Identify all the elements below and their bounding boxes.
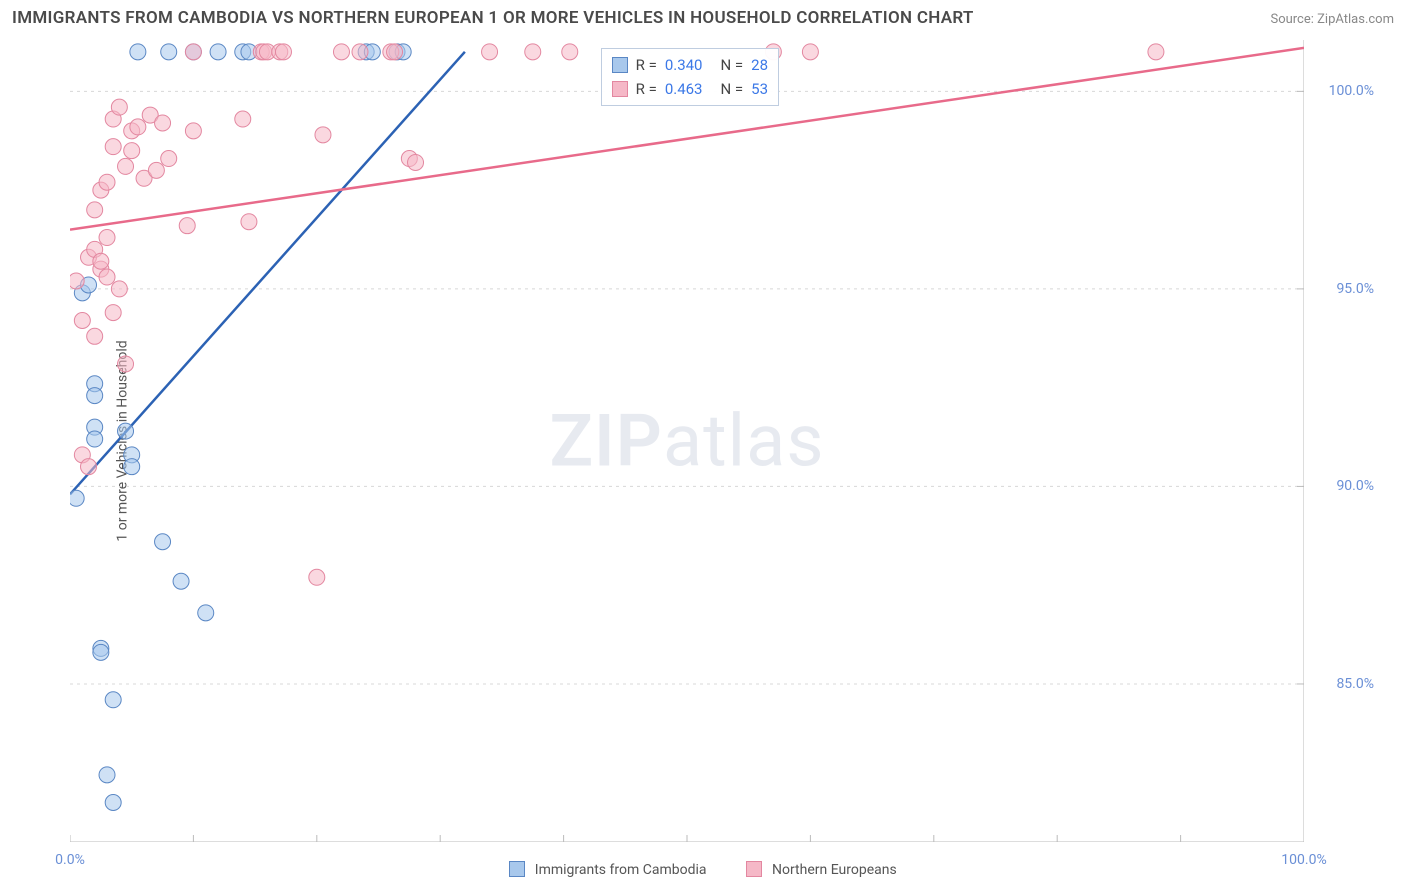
chart-area: 1 or more Vehicles in Household ZIPatlas…	[40, 40, 1394, 842]
correlation-legend-row: R = 0.463 N = 53	[612, 77, 768, 101]
n-label: N =	[721, 77, 744, 101]
plot-region: ZIPatlas 85.0%90.0%95.0%100.0%0.0%100.0%…	[70, 40, 1304, 842]
legend-swatch-icon	[612, 81, 628, 97]
y-tick-label: 85.0%	[1336, 676, 1374, 692]
legend-item-cambodia: Immigrants from Cambodia	[509, 861, 706, 878]
source-label: Source: ZipAtlas.com	[1270, 12, 1394, 27]
r-label: R =	[636, 77, 657, 101]
n-value: 53	[751, 77, 768, 101]
y-tick-label: 95.0%	[1336, 281, 1374, 297]
bottom-legend: Immigrants from Cambodia Northern Europe…	[0, 861, 1406, 878]
scatter-svg	[70, 40, 1304, 842]
r-value: 0.340	[665, 53, 703, 77]
chart-title: IMMIGRANTS FROM CAMBODIA VS NORTHERN EUR…	[12, 8, 974, 28]
legend-swatch-icon	[612, 57, 628, 73]
r-label: R =	[636, 53, 657, 77]
n-label: N =	[721, 53, 744, 77]
correlation-legend-row: R = 0.340 N = 28	[612, 53, 768, 77]
r-value: 0.463	[665, 77, 703, 101]
correlation-legend: R = 0.340 N = 28 R = 0.463 N = 53	[601, 48, 779, 106]
y-tick-label: 90.0%	[1336, 478, 1374, 494]
n-value: 28	[751, 53, 768, 77]
title-bar: IMMIGRANTS FROM CAMBODIA VS NORTHERN EUR…	[0, 0, 1406, 32]
y-tick-label: 100.0%	[1329, 83, 1374, 99]
legend-item-northern-european: Northern Europeans	[746, 861, 896, 878]
legend-swatch-icon	[509, 861, 525, 877]
legend-label: Immigrants from Cambodia	[535, 862, 707, 878]
legend-swatch-icon	[746, 861, 762, 877]
legend-label: Northern Europeans	[772, 862, 897, 878]
